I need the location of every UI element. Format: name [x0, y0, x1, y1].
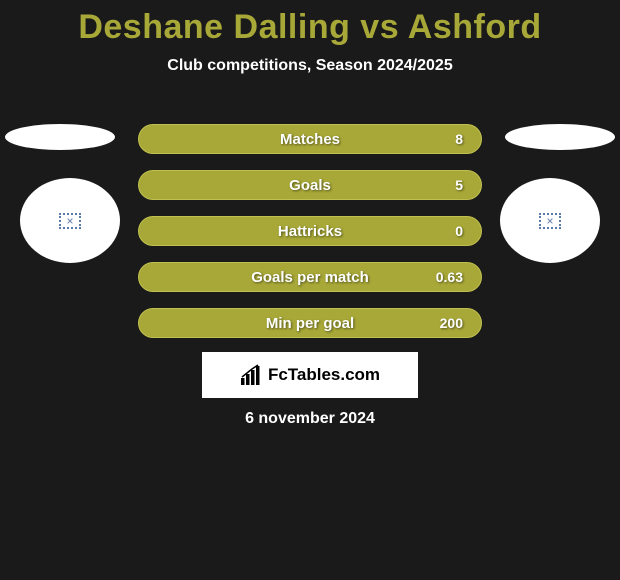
logo-text: FcTables.com — [268, 365, 380, 385]
stat-value: 0 — [455, 223, 463, 239]
page-subtitle: Club competitions, Season 2024/2025 — [0, 57, 620, 75]
stats-container: Matches 8 Goals 5 Hattricks 0 Goals per … — [138, 124, 482, 354]
stat-label: Hattricks — [278, 223, 342, 240]
left-player-avatar — [20, 178, 120, 263]
stat-row-goals-per-match: Goals per match 0.63 — [138, 262, 482, 292]
footer-date: 6 november 2024 — [0, 410, 620, 428]
stat-row-matches: Matches 8 — [138, 124, 482, 154]
stat-value: 0.63 — [436, 269, 463, 285]
chart-icon — [240, 364, 262, 386]
page-title: Deshane Dalling vs Ashford — [0, 0, 620, 47]
stat-label: Min per goal — [266, 315, 354, 332]
image-placeholder-icon — [59, 213, 81, 229]
image-placeholder-icon — [539, 213, 561, 229]
stat-value: 8 — [455, 131, 463, 147]
stat-row-hattricks: Hattricks 0 — [138, 216, 482, 246]
left-ellipse-decoration — [5, 124, 115, 150]
stat-row-goals: Goals 5 — [138, 170, 482, 200]
stat-row-min-per-goal: Min per goal 200 — [138, 308, 482, 338]
right-player-avatar — [500, 178, 600, 263]
stat-value: 200 — [440, 315, 463, 331]
fctables-logo[interactable]: FcTables.com — [202, 352, 418, 398]
stat-label: Matches — [280, 131, 340, 148]
stat-value: 5 — [455, 177, 463, 193]
right-ellipse-decoration — [505, 124, 615, 150]
stat-label: Goals — [289, 177, 331, 194]
stat-label: Goals per match — [251, 269, 369, 286]
